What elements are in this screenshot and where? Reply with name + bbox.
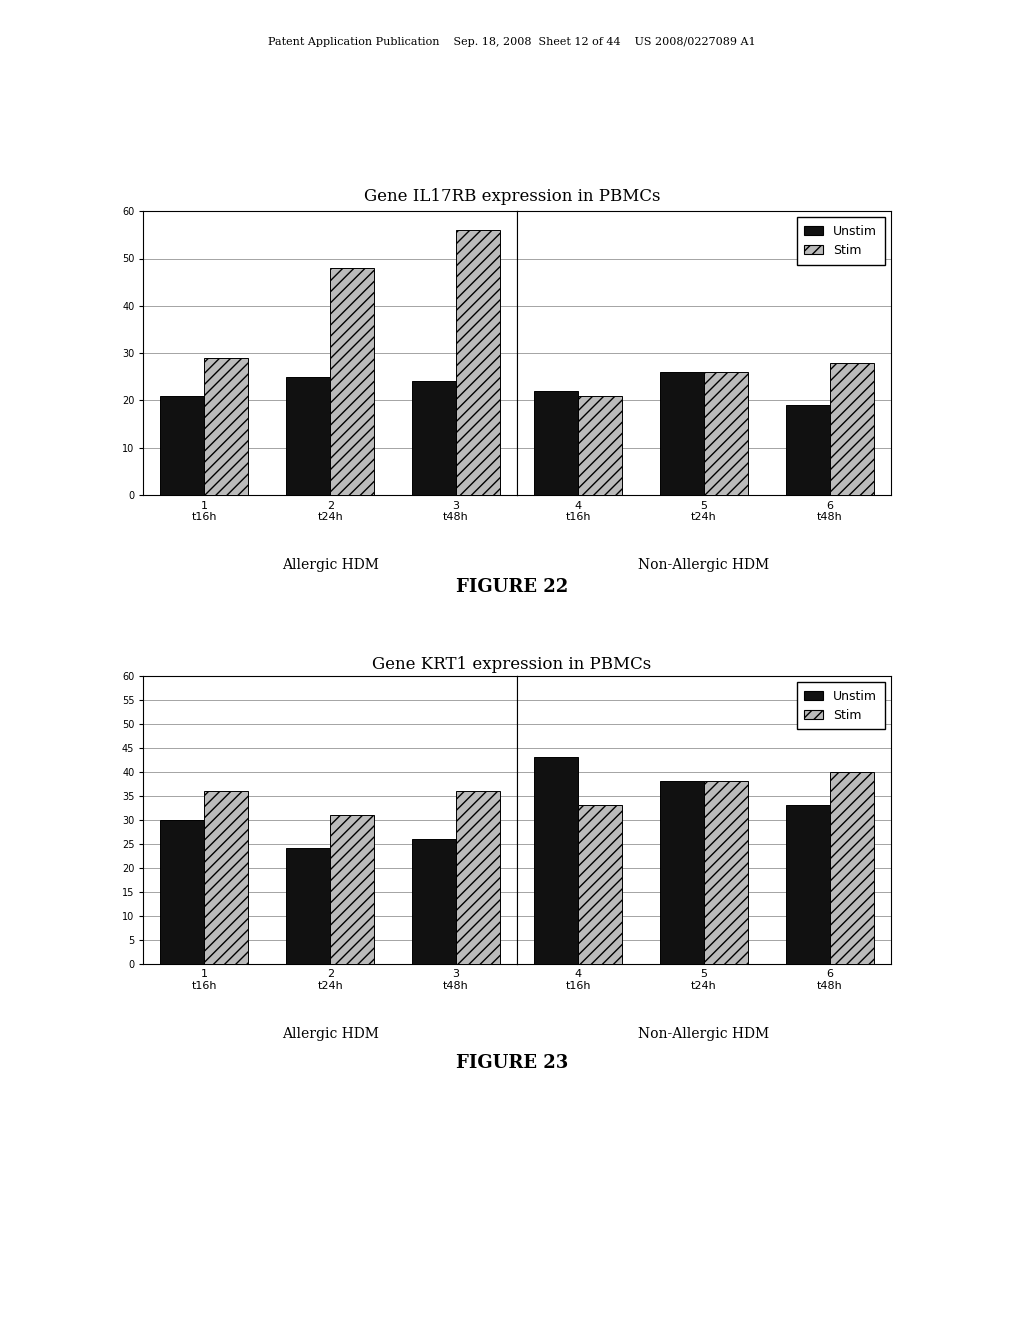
Text: Patent Application Publication    Sep. 18, 2008  Sheet 12 of 44    US 2008/02270: Patent Application Publication Sep. 18, … <box>268 37 756 48</box>
Legend: Unstim, Stim: Unstim, Stim <box>797 682 885 730</box>
Text: Non-Allergic HDM: Non-Allergic HDM <box>638 1027 770 1041</box>
Text: FIGURE 22: FIGURE 22 <box>456 578 568 597</box>
Bar <box>705 781 749 964</box>
Bar <box>330 268 375 495</box>
Bar <box>579 396 623 495</box>
Bar <box>659 781 705 964</box>
Bar <box>161 396 205 495</box>
Bar <box>829 363 873 495</box>
Text: Gene KRT1 expression in PBMCs: Gene KRT1 expression in PBMCs <box>373 656 651 673</box>
Text: Non-Allergic HDM: Non-Allergic HDM <box>638 558 770 573</box>
Bar <box>535 758 579 964</box>
Bar <box>205 791 249 964</box>
Bar <box>829 772 873 964</box>
Bar <box>412 381 456 495</box>
Bar <box>785 805 829 964</box>
Bar <box>286 376 330 495</box>
Text: Gene IL17RB expression in PBMCs: Gene IL17RB expression in PBMCs <box>364 187 660 205</box>
Text: Allergic HDM: Allergic HDM <box>282 1027 379 1041</box>
Bar <box>412 840 456 964</box>
Legend: Unstim, Stim: Unstim, Stim <box>797 218 885 265</box>
Text: Allergic HDM: Allergic HDM <box>282 558 379 573</box>
Bar <box>456 230 500 495</box>
Bar <box>659 372 705 495</box>
Bar <box>705 372 749 495</box>
Text: FIGURE 23: FIGURE 23 <box>456 1053 568 1072</box>
Bar <box>286 849 330 964</box>
Bar <box>785 405 829 495</box>
Bar <box>205 358 249 495</box>
Bar <box>330 814 375 964</box>
Bar <box>456 791 500 964</box>
Bar <box>161 820 205 964</box>
Bar <box>535 391 579 495</box>
Bar <box>579 805 623 964</box>
